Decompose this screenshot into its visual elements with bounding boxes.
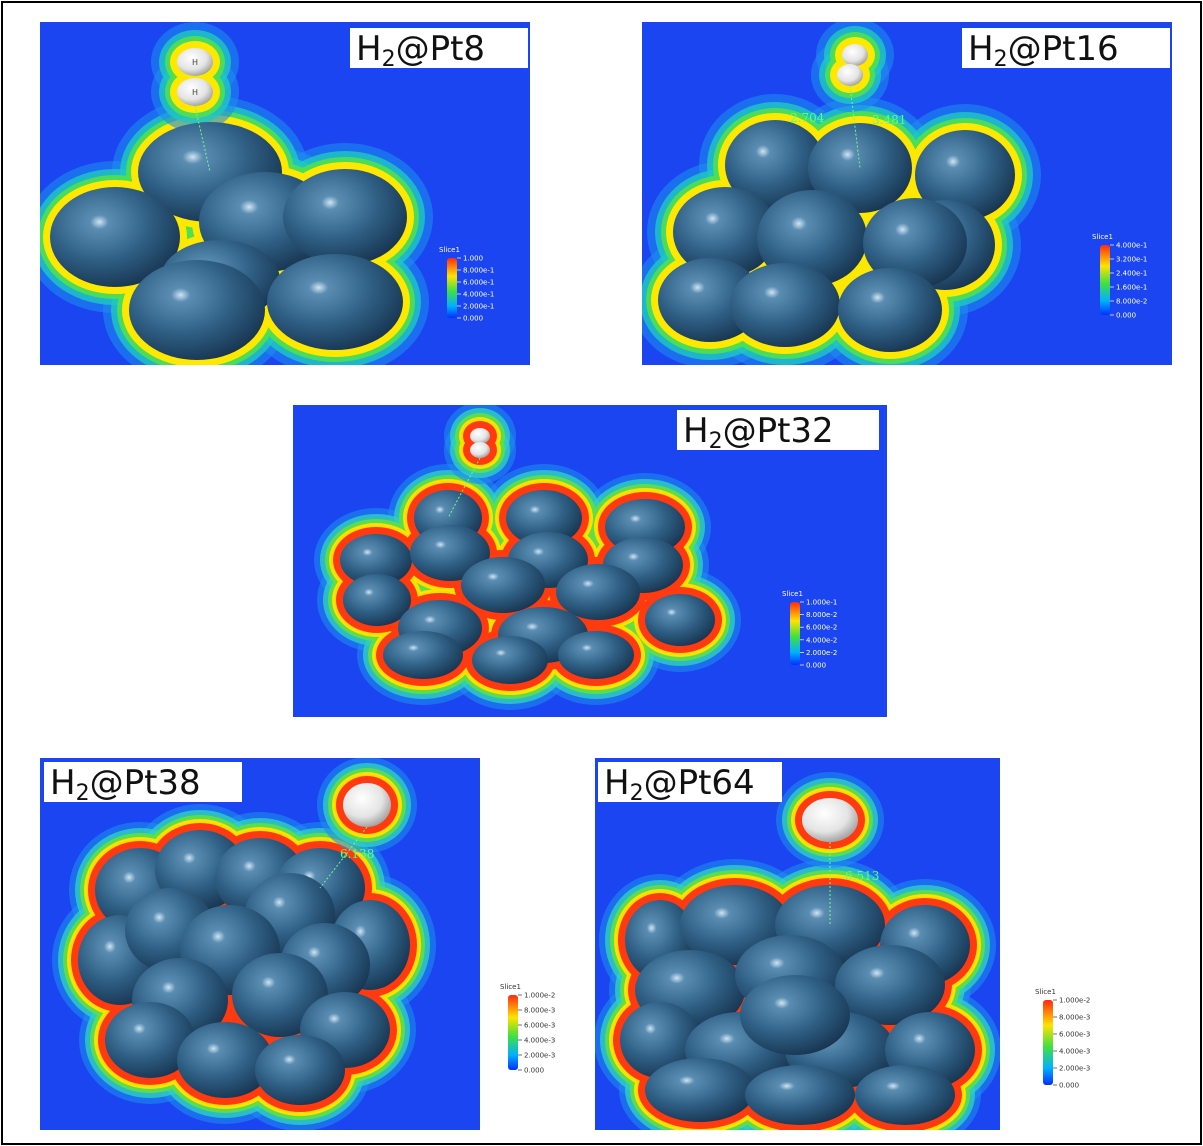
panel-label: H2@Pt16 [968, 29, 1119, 72]
panel: HHH2@Pt8Slice11.0008.000e-16.000e-14.000… [24, 22, 530, 386]
legend-tick-label: 6.000e-3 [1059, 1031, 1090, 1039]
distance-label: 3.481 [872, 113, 906, 127]
legend-tick-label: 2.400e-1 [1116, 270, 1147, 278]
legend-tick-label: 0.000 [806, 662, 826, 670]
label-part: 2 [994, 47, 1008, 72]
panel-label: H2@Pt32 [683, 411, 834, 454]
panel-label: H2@Pt64 [604, 763, 755, 806]
pt-atom [472, 636, 548, 684]
legend-tick-label: 8.000e-2 [806, 611, 837, 619]
label-part: @Pt38 [90, 763, 201, 803]
panel-label: H2@Pt38 [50, 763, 201, 806]
legend-tick-label: 4.000e-2 [806, 636, 837, 644]
pt-atom [267, 254, 403, 350]
legend-tick-label: 6.000e-3 [524, 1022, 555, 1030]
colorbar [447, 258, 457, 318]
legend-title: Slice1 [439, 246, 460, 254]
pt-atom [855, 1065, 955, 1125]
distance-label: 2.704 [790, 111, 825, 125]
legend-tick-label: 2.000e-3 [524, 1052, 555, 1060]
legend-tick-label: 0.000 [1059, 1082, 1079, 1090]
legend-tick-label: 6.000e-2 [806, 624, 837, 632]
legend-tick-label: 8.000e-3 [1059, 1014, 1090, 1022]
label-part: @Pt64 [644, 763, 755, 803]
atom-label: H [192, 58, 198, 67]
h-atom [802, 798, 858, 842]
panel: 6.513 H2@Pt64 Slice11.000e-2 8.000e-3 6.000e… [594, 758, 1090, 1146]
colorbar [1100, 245, 1110, 315]
legend-tick-label: 6.000e-1 [463, 279, 494, 287]
label-part: H [683, 411, 709, 451]
pt-atom [255, 1035, 345, 1105]
label-part: 2 [76, 781, 90, 806]
pt-atom [558, 631, 634, 679]
label-part: H [50, 763, 76, 803]
legend-title: Slice1 [782, 590, 803, 598]
distance-label: 6.138 [340, 847, 374, 861]
legend-tick-label: 1.000e-2 [1059, 997, 1090, 1005]
legend-tick-label: 2.000e-1 [463, 303, 494, 311]
legend-tick-label: 8.000e-1 [463, 267, 494, 275]
pt-atom [283, 169, 407, 265]
label-part: 2 [709, 429, 723, 454]
pt-atom [745, 1065, 855, 1125]
label-part: 2 [630, 781, 644, 806]
label-part: @Pt16 [1008, 29, 1119, 69]
label-part: @Pt8 [396, 29, 485, 69]
legend-tick-label: 1.600e-1 [1116, 284, 1147, 292]
pt-atom [383, 631, 463, 679]
legend-tick-label: 4.000e-1 [1116, 242, 1147, 250]
pt-atom [556, 564, 640, 620]
pt-atom [129, 260, 265, 360]
pt-atom [838, 268, 942, 352]
legend-title: Slice1 [500, 983, 521, 991]
atom-label: H [192, 88, 198, 97]
pt-atom [461, 557, 545, 613]
pt-atom [645, 1058, 755, 1122]
legend-tick-label: 0.000 [463, 315, 483, 323]
legend-tick-label: 0.000 [524, 1067, 544, 1075]
label-part: 2 [382, 47, 396, 72]
colorbar [1043, 1000, 1053, 1085]
pt-atom [740, 975, 850, 1055]
legend-tick-label: 4.000e-3 [1059, 1048, 1090, 1056]
pt-atom [645, 594, 715, 646]
legend-tick-label: 1.000e-1 [806, 599, 837, 607]
h-atom [470, 442, 490, 458]
label-part: H [604, 763, 630, 803]
label-part: H [356, 29, 382, 69]
h-atom [470, 428, 490, 444]
legend-tick-label: 2.000e-2 [806, 649, 837, 657]
legend-title: Slice1 [1035, 988, 1056, 996]
legend-tick-label: 8.000e-2 [1116, 298, 1147, 306]
pt-atom [730, 263, 840, 347]
h-atom [343, 783, 391, 827]
legend-title: Slice1 [1092, 233, 1113, 241]
distance-label: 6.513 [845, 869, 879, 883]
h-atom [837, 64, 863, 86]
legend-tick-label: 8.000e-3 [524, 1007, 555, 1015]
legend-tick-label: 1.000e-2 [524, 992, 555, 1000]
legend-tick-label: 4.000e-3 [524, 1037, 555, 1045]
legend-tick-label: 1.000 [463, 255, 483, 263]
legend-tick-label: 2.000e-3 [1059, 1065, 1090, 1073]
colorbar [790, 602, 800, 665]
panel-label: H2@Pt8 [356, 29, 485, 72]
figure: HHH2@Pt8Slice11.0008.000e-16.000e-14.000… [0, 0, 1203, 1146]
legend-tick-label: 0.000 [1116, 312, 1136, 320]
legend-tick-label: 3.200e-1 [1116, 256, 1147, 264]
colorbar [508, 995, 518, 1070]
h-atom [842, 44, 868, 66]
label-part: H [968, 29, 994, 69]
label-part: @Pt32 [723, 411, 834, 451]
legend-tick-label: 4.000e-1 [463, 291, 494, 299]
